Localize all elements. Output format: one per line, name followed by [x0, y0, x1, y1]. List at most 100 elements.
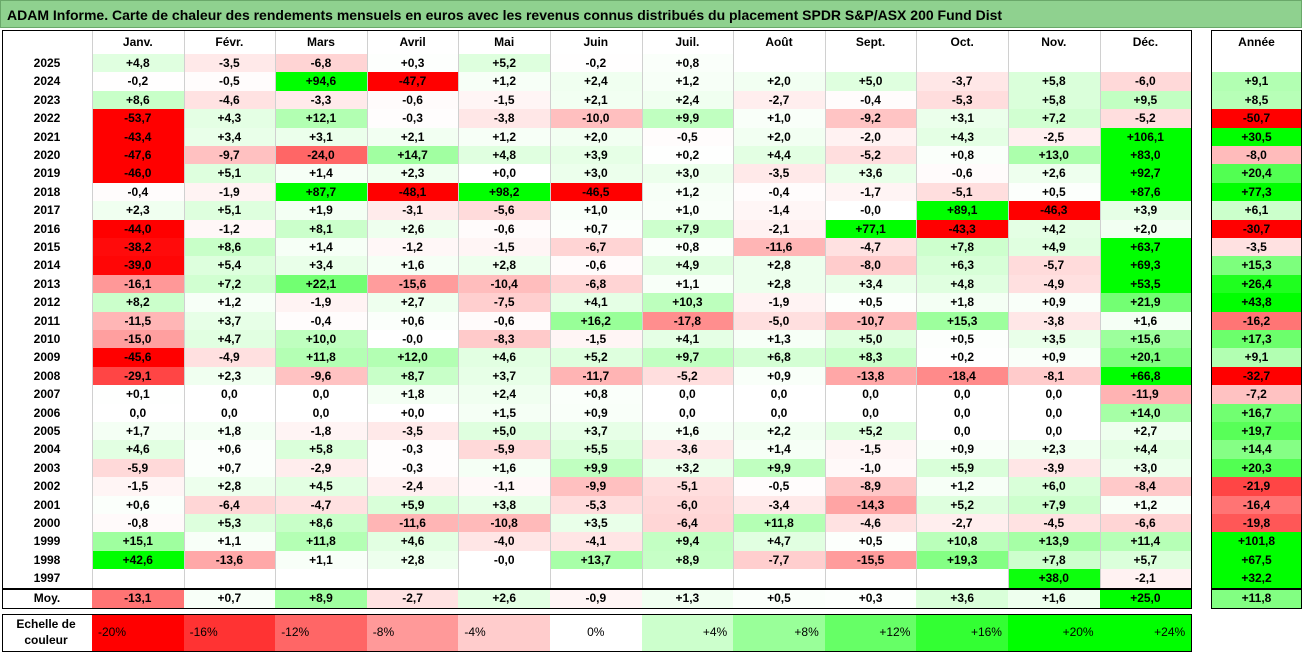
heat-cell: -3,9	[1008, 458, 1100, 478]
heat-cell: +1,6	[1099, 311, 1192, 330]
annual-cell: -16,2	[1211, 311, 1302, 330]
year-label: 2024	[33, 74, 61, 89]
heat-cell: +7,8	[1008, 550, 1100, 570]
heat-cell: 0,0	[733, 403, 825, 422]
heat-cell: +83,0	[1099, 146, 1192, 165]
heat-cell: +0,9	[550, 403, 642, 422]
year-label: 2016	[33, 221, 61, 236]
grid-line	[1008, 30, 1009, 588]
heat-cell: +1,9	[275, 201, 367, 220]
heat-cell: +3,5	[550, 514, 642, 533]
heat-cell: +38,0	[1008, 569, 1100, 588]
average-cell: +0,5	[733, 589, 825, 609]
heat-cell: -0,3	[366, 458, 459, 478]
heat-cell: +4,8	[92, 54, 184, 73]
heat-cell: -29,1	[92, 366, 184, 386]
heat-cell: +2,6	[366, 219, 459, 238]
heat-cell: +5,9	[366, 495, 459, 514]
heat-cell	[92, 569, 184, 588]
heat-cell: +0,9	[1008, 348, 1100, 367]
heat-cell: +1,2	[641, 72, 734, 91]
average-cell: +25,0	[1099, 589, 1192, 609]
heat-cell: +11,8	[733, 514, 825, 533]
heat-cell: -1,9	[183, 182, 276, 202]
heat-cell: -4,7	[824, 238, 917, 257]
heat-cell: +2,8	[183, 477, 276, 496]
heat-cell: +0,7	[183, 458, 276, 478]
heat-cell	[824, 54, 917, 73]
heat-cell: -2,1	[1099, 569, 1192, 588]
annual-cell: +19,7	[1211, 422, 1302, 441]
year-label: 2009	[33, 350, 61, 365]
heat-cell: -47,7	[366, 72, 459, 91]
color-scale-step: +16%	[916, 614, 1008, 652]
heat-cell: +5,3	[183, 514, 276, 533]
heat-cell: +4,9	[641, 256, 734, 275]
heat-cell: -2,9	[275, 458, 367, 478]
heat-cell: +1,1	[275, 550, 367, 570]
heat-cell: +1,8	[183, 422, 276, 441]
heat-cell: -17,8	[641, 311, 734, 330]
heat-cell: -6,0	[641, 495, 734, 514]
heat-cell: +3,8	[458, 495, 550, 514]
heat-cell: +3,7	[550, 422, 642, 441]
heat-cell: +1,3	[733, 330, 825, 349]
year-label: 2002	[33, 479, 61, 494]
heat-cell: -8,0	[824, 256, 917, 275]
heat-cell: +92,7	[1099, 164, 1192, 183]
heat-cell: +1,1	[641, 274, 734, 294]
average-cell: -13,1	[92, 589, 184, 609]
heat-cell: -5,1	[916, 182, 1008, 202]
heat-cell: +63,7	[1099, 238, 1192, 257]
heat-cell: +10,8	[916, 532, 1008, 551]
heat-cell: +9,9	[733, 458, 825, 478]
heat-cell: -16,1	[92, 274, 184, 294]
year-label: 2023	[33, 92, 61, 107]
year-label: 2020	[33, 148, 61, 162]
annual-cell: +20,3	[1211, 458, 1302, 478]
heat-cell: +3,1	[916, 109, 1008, 128]
average-cell: +0,7	[183, 589, 276, 609]
heat-cell: -1,2	[183, 219, 276, 238]
annual-cell: +67,5	[1211, 550, 1302, 570]
heat-cell: 0,0	[183, 385, 276, 404]
heat-cell: +1,0	[733, 109, 825, 128]
heat-cell: +5,2	[458, 54, 550, 73]
year-label: 2022	[33, 111, 61, 126]
heat-cell: +5,4	[183, 256, 276, 275]
heat-cell: -2,1	[733, 219, 825, 238]
year-label: 2005	[33, 424, 61, 438]
heat-cell: -4,6	[824, 514, 917, 533]
heat-cell: -9,9	[550, 477, 642, 496]
annual-cell: +101,8	[1211, 532, 1302, 551]
heat-cell: -1,5	[92, 477, 184, 496]
heat-cell: +0,6	[183, 440, 276, 459]
average-annual-cell: +11,8	[1211, 589, 1302, 609]
heat-cell: -5,2	[641, 366, 734, 386]
heat-cell	[458, 569, 550, 588]
heat-cell: -6,8	[550, 274, 642, 294]
month-header: Févr.	[215, 35, 244, 49]
average-cell: +1,3	[641, 589, 734, 609]
year-label: 2018	[33, 184, 61, 199]
heat-cell: -13,6	[183, 550, 276, 570]
heat-cell: +3,9	[1099, 201, 1192, 220]
heat-cell: +13,7	[550, 550, 642, 570]
heat-cell: -1,9	[275, 293, 367, 312]
heat-cell: -11,6	[366, 514, 459, 533]
year-label: 2006	[33, 405, 61, 420]
year-label: 2000	[33, 516, 61, 530]
grid-line	[1099, 30, 1101, 588]
heat-cell: +4,6	[366, 532, 459, 551]
heat-cell: +0,8	[550, 385, 642, 404]
heat-cell: -43,3	[916, 219, 1008, 238]
heat-cell: +11,4	[1099, 532, 1192, 551]
heat-cell: -0,5	[183, 72, 276, 91]
heat-cell: -10,0	[550, 109, 642, 128]
heat-cell: -0,8	[92, 514, 184, 533]
heat-cell: -3,1	[366, 201, 459, 220]
heat-cell: -39,0	[92, 256, 184, 275]
heat-cell: +5,5	[550, 440, 642, 459]
year-label: 2019	[33, 166, 61, 181]
month-header: Sept.	[855, 35, 886, 49]
